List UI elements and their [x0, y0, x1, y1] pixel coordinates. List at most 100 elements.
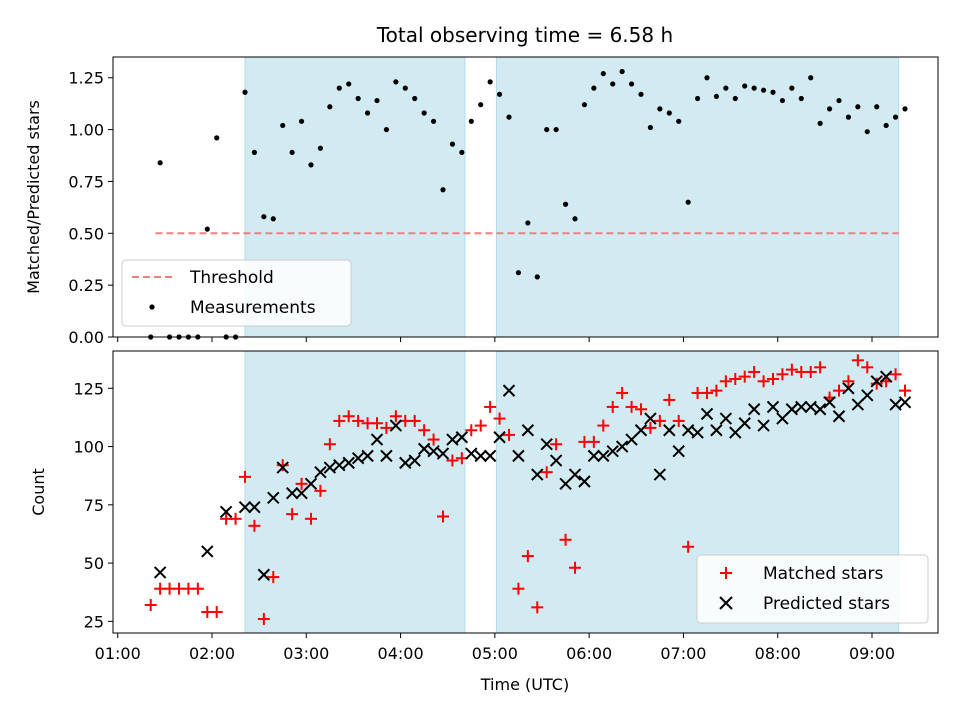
matched-star-point [833, 384, 845, 397]
predicted-star-point [446, 433, 459, 446]
predicted-star-point [323, 461, 337, 474]
x-tick-label: 06:00 [566, 644, 612, 663]
predicted-star-point [219, 505, 233, 519]
predicted-star-point [201, 545, 214, 558]
matched-star-point [757, 375, 770, 388]
matched-star-point [889, 368, 902, 381]
matched-star-point [239, 470, 251, 483]
predicted-star-point [691, 426, 704, 439]
predicted-star-point [549, 454, 563, 467]
ratio-y-tick-label: 1.00 [68, 121, 104, 140]
matched-star-point [380, 421, 393, 434]
matched-star-point [371, 417, 383, 430]
predicted-star-point [861, 389, 874, 402]
matched-star-point [710, 384, 723, 397]
predicted-star-point [663, 424, 676, 437]
predicted-star-point [531, 468, 544, 481]
ratio-y-tick-label: 0.25 [68, 276, 104, 295]
matched-star-point [333, 414, 346, 427]
predicted-legend-label: Predicted stars [763, 594, 890, 614]
ratio-legend: Threshold Measurements [121, 259, 352, 327]
predicted-star-point [634, 424, 648, 437]
observing-window-1 [244, 350, 466, 634]
measurement-point [421, 110, 427, 116]
ratio-y-tick-label: 0.00 [68, 328, 104, 347]
matched-star-point [521, 550, 534, 563]
matched-star-point [437, 510, 449, 523]
matched-star-point [606, 400, 619, 413]
predicted-star-point [521, 424, 535, 437]
predicted-star-point [710, 424, 723, 437]
predicted-star-point [851, 398, 865, 411]
ratio-y-tick-label: 1.25 [68, 69, 104, 88]
ratio-y-tick-label: 0.50 [68, 224, 104, 243]
measurement-point [289, 149, 295, 156]
matched-star-point [653, 414, 666, 427]
ratio-panel-frame [112, 56, 939, 338]
matched-star-point [144, 599, 157, 612]
predicted-star-point [483, 449, 497, 463]
measurement-point [883, 122, 889, 129]
ratio-x-ticks [117, 337, 873, 342]
matched-star-point [323, 438, 336, 451]
predicted-star-point [879, 370, 893, 383]
measurement-point [327, 104, 333, 110]
matched-star-point [748, 365, 761, 378]
predicted-star-point [455, 431, 469, 444]
chart-title: Total observing time = 6.58 h [376, 23, 673, 47]
measurement-point [157, 160, 163, 166]
measurement-point [204, 226, 210, 232]
predicted-star-point [681, 424, 695, 437]
count-legend-box [696, 554, 929, 624]
measurement-point [892, 114, 899, 120]
measurement-point [346, 81, 352, 87]
measurement-point [666, 110, 672, 116]
predicted-star-point [512, 449, 525, 463]
predicted-star-point [380, 449, 393, 463]
measurement-point [572, 216, 578, 222]
measurement-point [383, 126, 390, 133]
predicted-star-point [417, 442, 431, 456]
count-y-ticks: 25 50 75 100 125 [73, 379, 113, 631]
predicted-star-point [257, 568, 271, 581]
measurement-point [874, 104, 880, 110]
x-tick-label: 02:00 [189, 644, 235, 663]
x-tick-label: 05:00 [472, 644, 518, 663]
matched-star-point [842, 375, 855, 388]
predicted-star-point [408, 454, 421, 467]
predicted-star-point [267, 491, 280, 505]
matched-star-point [870, 377, 883, 390]
measurement-point [676, 118, 682, 124]
threshold-legend-label: Threshold [189, 268, 274, 288]
predicted-star-point [493, 431, 506, 444]
predicted-star-point [427, 445, 440, 458]
predicted-star-point [804, 400, 817, 414]
matched-star-point [352, 414, 365, 427]
predicted-star-point [578, 475, 591, 488]
predicted-star-point [785, 403, 799, 416]
predicted-star-point [813, 403, 827, 416]
measurement-point [704, 75, 710, 81]
predicted-star-point [342, 456, 355, 470]
measurement-point [553, 126, 559, 133]
matched-star-point [587, 435, 600, 448]
measurement-point [544, 126, 550, 133]
matched-star-point [550, 438, 563, 451]
predicted-star-point [436, 447, 450, 460]
matched-star-point [418, 424, 431, 437]
count-panel-frame [112, 350, 939, 634]
matched-star-point [729, 372, 742, 385]
measurement-point [836, 97, 842, 104]
measurement-point [525, 220, 531, 226]
matched-star-point [851, 354, 864, 367]
measurement-point [487, 79, 493, 85]
predicted-star-point [653, 468, 667, 481]
matched-star-point [899, 384, 911, 397]
measurement-point [581, 102, 588, 108]
predicted-star-point [248, 500, 261, 514]
measurement-point [723, 85, 729, 91]
predicted-star-point [304, 477, 318, 491]
measurement-point [355, 95, 361, 102]
count-panel: 25 50 75 100 125 01:00 02:00 03:00 04:00 05:00 06… [29, 350, 939, 694]
